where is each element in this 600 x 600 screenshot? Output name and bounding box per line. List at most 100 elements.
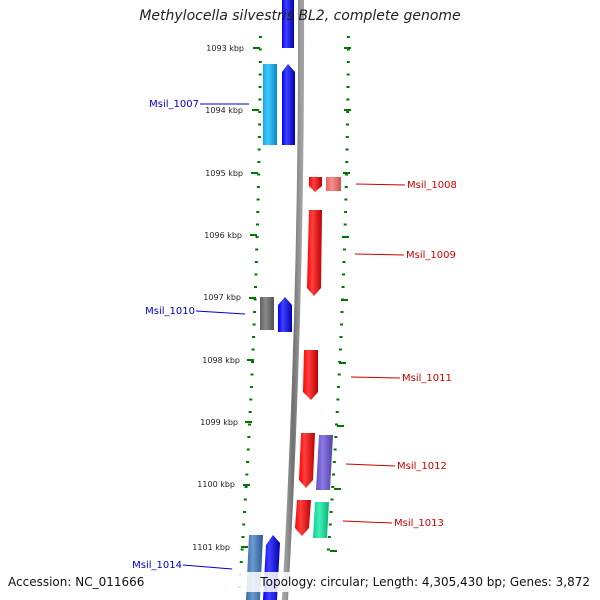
gene-feature-red[interactable] — [303, 350, 318, 400]
track-dash — [250, 373, 254, 376]
track-dash — [329, 511, 333, 513]
callout-line — [345, 463, 396, 467]
track-dash — [256, 198, 260, 201]
gene-label-msil-1010[interactable]: Msil_1010 — [145, 306, 195, 317]
track-dash — [258, 123, 262, 126]
track-dash — [340, 323, 344, 326]
gene-feature-blue[interactable] — [282, 64, 295, 145]
track-dash — [255, 248, 259, 251]
track-dash — [257, 161, 261, 163]
track-dash — [254, 286, 258, 288]
gene-label-msil-1009[interactable]: Msil_1009 — [406, 250, 456, 261]
tick-marks — [241, 47, 260, 548]
gene-feature-red[interactable] — [295, 500, 311, 536]
track-dash — [346, 111, 350, 113]
track-dash — [344, 198, 348, 201]
gene-label-msil-1013[interactable]: Msil_1013 — [394, 518, 444, 529]
track-dash — [344, 173, 348, 176]
gene-feature-red[interactable] — [307, 210, 322, 296]
track-dash — [249, 386, 253, 388]
track-dash — [258, 98, 262, 101]
track-dash — [244, 486, 248, 488]
map-title: Methylocella silvestris BL2, complete ge… — [139, 8, 461, 24]
track-dash — [258, 73, 262, 76]
gene-feature-blue[interactable] — [278, 297, 292, 332]
callout-line — [355, 183, 406, 186]
track-dash — [255, 236, 259, 238]
tick-label: 1100 kbp — [197, 480, 235, 489]
gene-feature-blue[interactable] — [282, 0, 294, 48]
track-dash — [251, 348, 255, 351]
track-dash — [339, 336, 343, 338]
track-dash — [246, 461, 250, 463]
track-dash — [255, 223, 259, 226]
track-dash — [252, 336, 256, 338]
track-dash — [345, 161, 349, 163]
accession-text: Accession: NC_011666 — [8, 575, 145, 589]
gene-feature-purple[interactable] — [316, 435, 333, 490]
tick-label: 1097 kbp — [203, 293, 241, 302]
track-dash — [342, 248, 346, 251]
track-dash — [242, 523, 246, 526]
track-dash — [345, 136, 349, 138]
gene-feature-cyan[interactable] — [263, 64, 277, 145]
gene-feature-grey[interactable] — [260, 297, 274, 330]
track-dash — [345, 123, 349, 126]
gene-feature-green[interactable] — [313, 502, 329, 538]
track-dash — [335, 423, 339, 426]
genome-backbone — [282, 0, 305, 600]
track-dash — [346, 36, 350, 38]
track-dash — [334, 436, 338, 438]
track-dash — [257, 136, 261, 138]
track-dash — [343, 223, 347, 226]
track-dash — [247, 436, 251, 438]
track-dash — [340, 311, 344, 313]
topology-text: Topology: circular; Length: 4,305,430 bp… — [260, 575, 590, 589]
track-dash — [346, 98, 350, 101]
track-dash — [328, 523, 332, 526]
track-dash — [258, 86, 262, 88]
track-dash — [239, 561, 243, 563]
gene-label-msil-1011[interactable]: Msil_1011 — [402, 373, 452, 384]
gene-feature-red[interactable] — [299, 433, 315, 488]
track-dash — [338, 348, 342, 351]
gene-label-msil-1012[interactable]: Msil_1012 — [397, 461, 447, 472]
footer-background — [0, 572, 600, 592]
track-dash — [248, 411, 252, 413]
tick-label: 1099 kbp — [200, 418, 238, 427]
track-dash — [333, 448, 337, 451]
track-dash — [258, 48, 262, 51]
gene-feature-red[interactable] — [309, 177, 322, 192]
track-dash — [332, 473, 336, 476]
track-dash — [327, 536, 331, 538]
track-dash — [346, 86, 350, 88]
track-dash — [241, 536, 245, 538]
track-dash — [342, 261, 346, 263]
track-dash — [336, 398, 340, 401]
track-dash — [346, 61, 350, 63]
track-dash — [246, 448, 250, 451]
callout-line — [182, 564, 233, 570]
track-dash — [331, 486, 335, 488]
gene-feature-pink[interactable] — [326, 177, 341, 191]
callout-line — [354, 253, 405, 256]
track-dash — [330, 498, 334, 501]
callout-line — [195, 310, 246, 315]
gene-label-msil-1008[interactable]: Msil_1008 — [407, 180, 457, 191]
track-dash — [258, 36, 262, 38]
track-dash — [252, 323, 256, 326]
track-dash — [344, 211, 348, 213]
track-dash — [251, 361, 255, 363]
track-dash — [257, 173, 261, 176]
track-dash — [258, 111, 262, 113]
gene-label-msil-1007[interactable]: Msil_1007 — [149, 99, 199, 110]
tick-marks-right — [330, 47, 351, 552]
tick-label: 1093 kbp — [206, 44, 244, 53]
gene-label-msil-1014[interactable]: Msil_1014 — [132, 560, 182, 571]
track-dash — [256, 211, 260, 213]
track-dash — [249, 398, 253, 401]
track-dash — [345, 148, 349, 151]
tick-label: 1095 kbp — [205, 169, 243, 178]
tick-label: 1098 kbp — [202, 356, 240, 365]
track-dash — [254, 261, 258, 263]
